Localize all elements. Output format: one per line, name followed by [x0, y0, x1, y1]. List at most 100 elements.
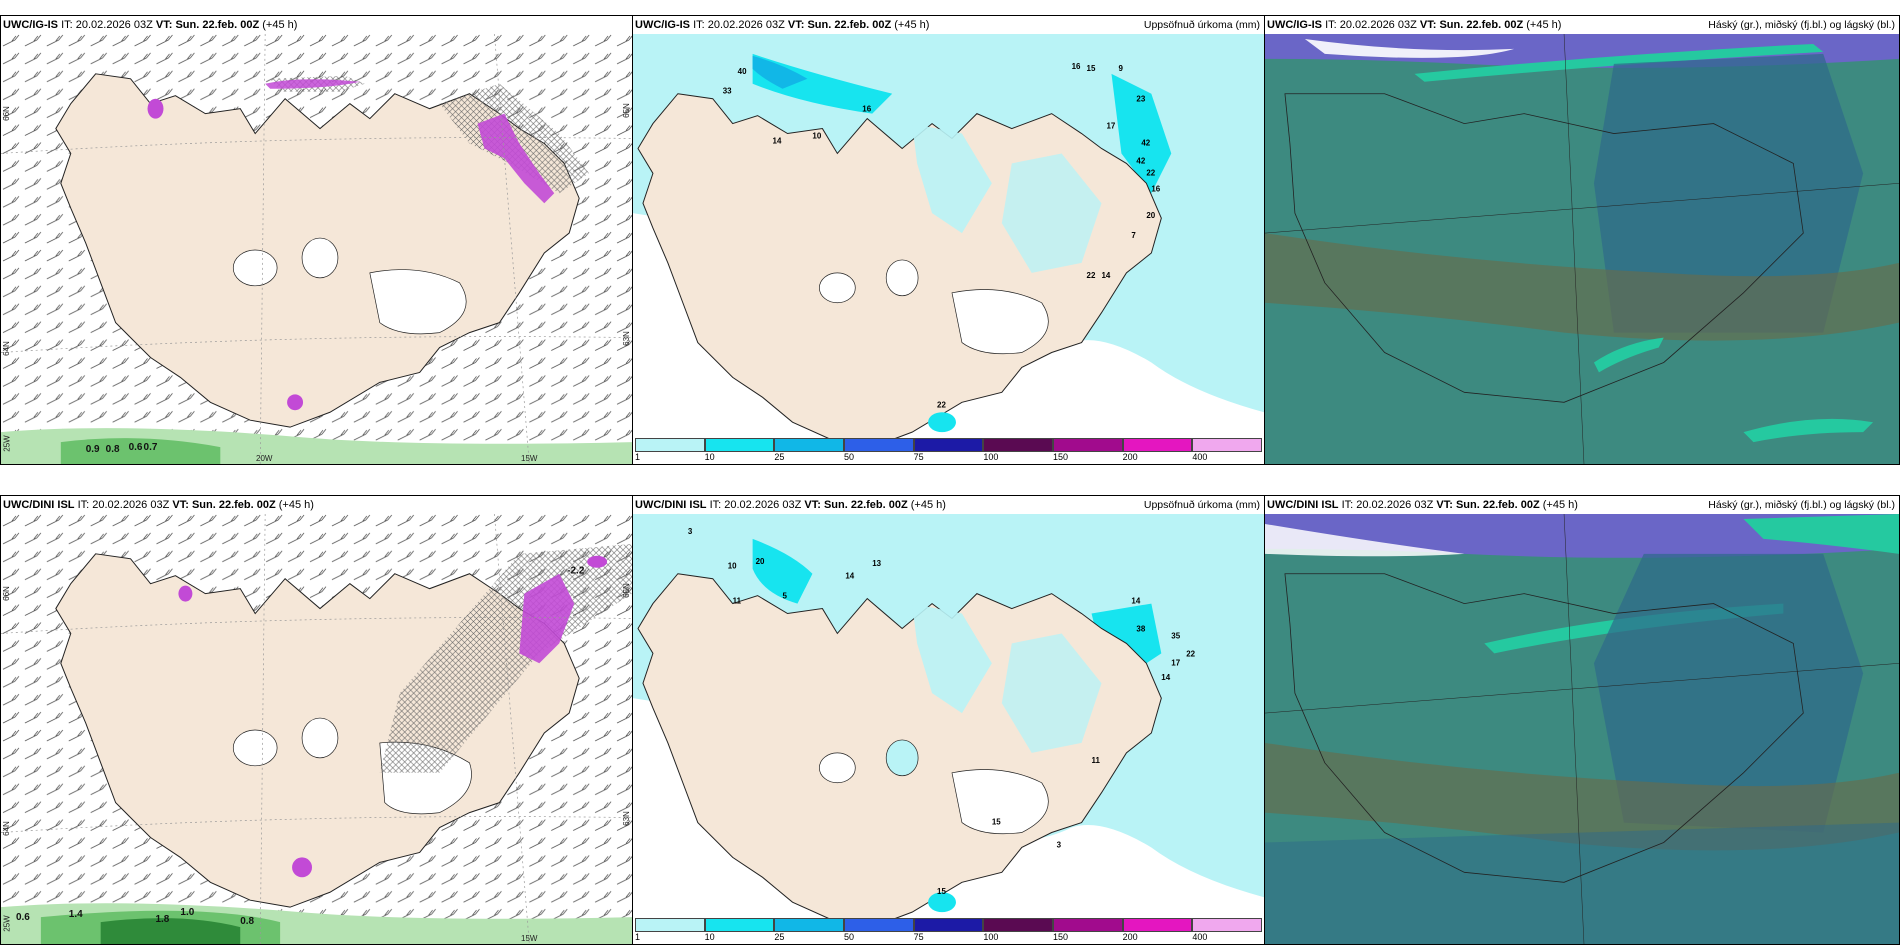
- lat-label: 64N: [1, 821, 11, 836]
- colorbar-swatch: [1192, 918, 1262, 932]
- colorbar-swatch: [635, 438, 705, 452]
- panel-header: UWC/IG-IS IT: 20.02.2026 03Z VT: Sun. 22…: [633, 16, 1264, 34]
- lat-label: 65N: [621, 583, 631, 598]
- colorbar-swatch: [774, 918, 844, 932]
- lon-label: 15W: [521, 454, 538, 463]
- lon-label: 15W: [521, 934, 538, 943]
- colorbar-tick: 10: [704, 452, 715, 462]
- colorbar-swatch: [983, 438, 1053, 452]
- precip-panel-row2: UWC/DINI ISL IT: 20.02.2026 03Z VT: Sun.…: [632, 495, 1265, 945]
- wind-value-label: 0.8: [106, 444, 120, 455]
- colorbar-tick: 50: [844, 452, 855, 462]
- svg-text:17: 17: [1171, 658, 1180, 667]
- svg-text:10: 10: [728, 562, 737, 571]
- svg-text:16: 16: [1072, 62, 1081, 71]
- svg-text:35: 35: [1171, 631, 1180, 640]
- cloud-title: Háský (gr.), miðský (fj.bl.) og lágský (…: [1708, 499, 1895, 511]
- colorbar-swatch: [1053, 438, 1123, 452]
- colorbar-tick: 1: [635, 932, 641, 942]
- colorbar-swatch: [913, 918, 984, 932]
- wind-value-label: 0.9: [86, 444, 100, 455]
- model-name: UWC/IG-IS: [3, 19, 58, 31]
- wind-map[interactable]: 0.9 0.8 0.6 0.7 66N 64N 65N 63N 20W 15W …: [1, 34, 632, 464]
- lat-label: 64N: [1, 341, 11, 356]
- cloud-title: Háský (gr.), miðský (fj.bl.) og lágský (…: [1708, 19, 1895, 31]
- panel-header: UWC/DINI ISL IT: 20.02.2026 03Z VT: Sun.…: [633, 496, 1264, 514]
- svg-text:10: 10: [812, 132, 821, 141]
- colorbar-swatch: [844, 918, 914, 932]
- svg-text:22: 22: [1186, 649, 1195, 658]
- svg-text:15: 15: [1087, 64, 1096, 73]
- lat-label: 63N: [621, 331, 631, 346]
- cloud-panel-row1: UWC/IG-IS IT: 20.02.2026 03Z VT: Sun. 22…: [1264, 15, 1900, 465]
- cloud-panel-row2: UWC/DINI ISL IT: 20.02.2026 03Z VT: Sun.…: [1264, 495, 1900, 945]
- precip-map[interactable]: 3 10 20 11 5 13 14 14 38 35 22 17 14 11 …: [633, 514, 1264, 944]
- svg-text:14: 14: [1102, 271, 1111, 280]
- panel-header: UWC/DINI ISL IT: 20.02.2026 03Z VT: Sun.…: [1265, 496, 1899, 514]
- svg-text:17: 17: [1106, 122, 1115, 131]
- panel-header: UWC/IG-IS IT: 20.02.2026 03Z VT: Sun. 22…: [1265, 16, 1899, 34]
- svg-text:22: 22: [1146, 168, 1155, 177]
- svg-text:3: 3: [1057, 840, 1062, 849]
- svg-text:16: 16: [1151, 184, 1160, 193]
- colorbar-tick: 10: [704, 932, 715, 942]
- colorbar-tick: 50: [844, 932, 855, 942]
- svg-text:9: 9: [1118, 64, 1123, 73]
- panel-header: UWC/IG-IS IT: 20.02.2026 03Z VT: Sun. 22…: [3, 19, 298, 31]
- svg-text:33: 33: [723, 87, 732, 96]
- wind-value-label: 0.8: [240, 916, 254, 927]
- svg-text:20: 20: [756, 557, 765, 566]
- colorbar-swatch: [704, 438, 775, 452]
- svg-text:15: 15: [992, 818, 1001, 827]
- precip-title: Uppsöfnuð úrkoma (mm): [1143, 19, 1260, 31]
- svg-text:3: 3: [688, 527, 693, 536]
- svg-text:14: 14: [1131, 597, 1140, 606]
- svg-text:42: 42: [1141, 138, 1150, 147]
- colorbar-tick: 400: [1192, 452, 1208, 462]
- wind-value-label: 0.7: [144, 442, 158, 453]
- colorbar-tick: 200: [1122, 452, 1138, 462]
- precip-map[interactable]: 40 33 16 16 15 9 23 17 42 42 22 16 7 20 …: [633, 34, 1264, 464]
- colorbar-swatch: [704, 918, 775, 932]
- colorbar: 1 10 25 50 75 100 150 200 400: [635, 438, 1262, 462]
- wind-value-label: 0.6: [129, 442, 143, 453]
- colorbar-tick: 100: [983, 932, 999, 942]
- lat-label: 66N: [1, 106, 11, 121]
- colorbar-swatch: [1122, 918, 1193, 932]
- colorbar-tick: 150: [1053, 932, 1069, 942]
- colorbar-tick: 25: [774, 932, 785, 942]
- colorbar-tick: 25: [774, 452, 785, 462]
- colorbar-swatch: [983, 918, 1053, 932]
- wind-value-label: 1.0: [180, 907, 194, 918]
- colorbar-swatch: [1122, 438, 1193, 452]
- precip-panel-row1: UWC/IG-IS IT: 20.02.2026 03Z VT: Sun. 22…: [632, 15, 1265, 465]
- colorbar-tick: 150: [1053, 452, 1069, 462]
- wind-panel-row2: UWC/DINI ISL IT: 20.02.2026 03Z VT: Sun.…: [0, 495, 633, 945]
- svg-text:14: 14: [845, 572, 854, 581]
- svg-text:23: 23: [1136, 95, 1145, 104]
- colorbar-tick: 200: [1122, 932, 1138, 942]
- svg-text:38: 38: [1136, 624, 1145, 633]
- lat-label: 63N: [621, 811, 631, 826]
- cloud-map[interactable]: [1265, 514, 1899, 944]
- svg-text:13: 13: [872, 559, 881, 568]
- colorbar-tick: 400: [1192, 932, 1208, 942]
- cloud-map[interactable]: [1265, 34, 1899, 464]
- svg-text:42: 42: [1136, 156, 1145, 165]
- colorbar-swatch: [1192, 438, 1262, 452]
- colorbar-tick: 75: [913, 932, 924, 942]
- colorbar-tick: 1: [635, 452, 641, 462]
- wind-value-label: 1.4: [69, 909, 83, 920]
- wind-map[interactable]: 0.6 1.4 1.8 1.0 0.8 -2.2 66N 64N 65N 63N…: [1, 514, 632, 944]
- svg-text:14: 14: [773, 136, 782, 145]
- wind-panel-row1: UWC/IG-IS IT: 20.02.2026 03Z VT: Sun. 22…: [0, 15, 633, 465]
- wind-value-label: -2.2: [567, 566, 585, 577]
- colorbar-swatch: [774, 438, 844, 452]
- svg-text:14: 14: [1161, 673, 1170, 682]
- lat-label: 66N: [1, 586, 11, 601]
- colorbar-swatch: [913, 438, 984, 452]
- lon-label: 25W: [2, 435, 12, 452]
- svg-text:7: 7: [1131, 231, 1136, 240]
- svg-text:22: 22: [937, 400, 946, 409]
- colorbar-swatch: [844, 438, 914, 452]
